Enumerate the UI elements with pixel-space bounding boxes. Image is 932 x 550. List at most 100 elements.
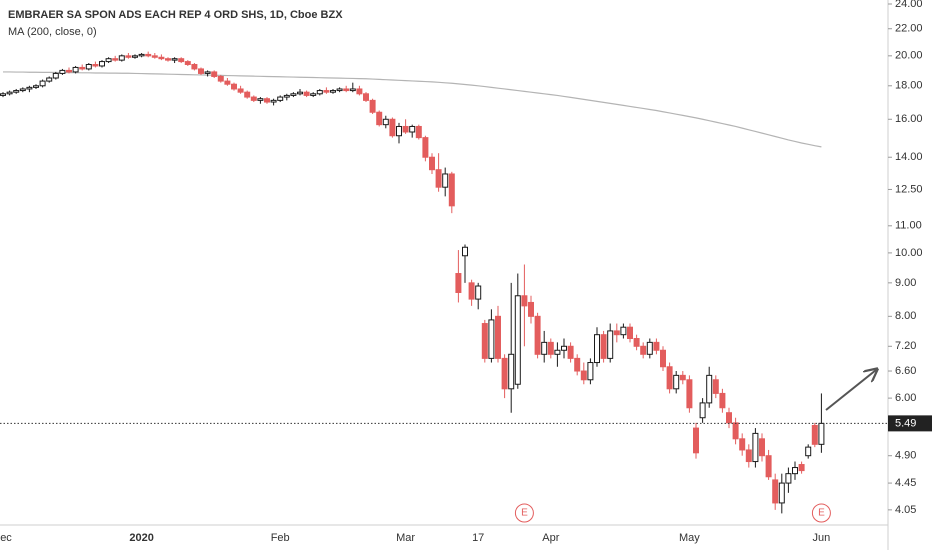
candle-body [72, 66, 79, 73]
candle-body [369, 99, 376, 113]
earnings-label: E [818, 508, 825, 519]
candle-body [92, 63, 99, 67]
candle-body [343, 88, 350, 92]
candle-body [640, 345, 647, 355]
candle-body [765, 455, 772, 478]
candle-body [349, 88, 356, 92]
candle-body [785, 473, 792, 484]
candle-body [363, 93, 369, 101]
y-tick-label: 18.00 [895, 80, 923, 92]
candle-body [514, 295, 521, 385]
candle-body [59, 69, 66, 74]
candle-body [699, 402, 706, 419]
candle-body [184, 61, 191, 65]
candle-body [495, 315, 501, 359]
candle-body [6, 91, 13, 95]
candle-body [389, 118, 396, 137]
candle-body [310, 93, 317, 96]
candle-body [316, 90, 323, 95]
candle-body [39, 80, 46, 87]
candle-body [429, 156, 435, 171]
candle-body [462, 246, 468, 257]
candle-body [356, 88, 363, 95]
candle-body [759, 438, 765, 457]
y-tick-label: 11.00 [895, 220, 922, 232]
candle-body [561, 345, 567, 351]
candle-body [587, 362, 594, 381]
candle-body [646, 341, 653, 355]
candle-body [217, 75, 224, 82]
candle-body [534, 315, 541, 355]
y-tick-label: 22.00 [895, 23, 923, 35]
candle-body [706, 374, 713, 404]
candle-body [336, 88, 343, 92]
x-tick-label: 17 [472, 532, 484, 544]
x-tick-label: Apr [542, 532, 559, 544]
candle-body [376, 111, 383, 126]
candle-body [19, 88, 26, 92]
candle-body [673, 374, 680, 390]
candle-body [811, 424, 818, 445]
candle-body [191, 63, 198, 70]
candle-body [396, 125, 402, 137]
candle-body [778, 482, 785, 504]
candle-body [693, 427, 699, 454]
candle-body [580, 370, 587, 381]
candle-body [745, 449, 752, 463]
candle-body [508, 353, 515, 390]
candle-body [66, 69, 72, 73]
candle-body [600, 334, 607, 359]
y-tick-label: 4.05 [895, 504, 916, 516]
earnings-marker [811, 503, 831, 523]
indicator-label: MA (200, close, 0) [8, 26, 97, 38]
candle-body [382, 118, 389, 126]
candle-body [237, 88, 244, 93]
candle-body [726, 412, 732, 424]
y-tick-label: 14.00 [895, 151, 923, 163]
candle-body [178, 58, 185, 63]
y-tick-label: 7.20 [895, 340, 916, 352]
candle-body [277, 96, 284, 101]
candle-body [125, 55, 132, 58]
candle-body [686, 379, 693, 409]
candle-body [712, 379, 719, 394]
candle-body [118, 55, 125, 61]
candle-body [805, 446, 812, 457]
candle-body [468, 282, 475, 300]
candle-body [442, 173, 449, 188]
candle-body [719, 392, 726, 409]
candle-body [52, 72, 59, 79]
candle-body [297, 91, 303, 95]
candle-body [422, 137, 429, 158]
candle-body [85, 63, 92, 70]
candle-body [26, 86, 33, 90]
last-price-label: 5.49 [895, 417, 916, 429]
x-tick-label: Mar [396, 532, 415, 544]
candle-body [528, 301, 534, 317]
candle-body [554, 349, 561, 355]
candle-body [679, 374, 686, 381]
candle-body [198, 68, 204, 74]
candle-body [224, 80, 231, 85]
candle-body [330, 90, 336, 93]
candle-body [620, 326, 627, 336]
candle-body [323, 90, 330, 93]
candle-body [607, 330, 614, 359]
y-tick-label: 4.45 [895, 477, 916, 489]
candle-body [132, 55, 138, 58]
y-tick-label: 9.00 [895, 277, 916, 289]
candle-body [547, 341, 554, 355]
candle-body [798, 464, 805, 472]
ma-line [3, 71, 822, 148]
candle-body [270, 99, 277, 103]
y-tick-label: 6.60 [895, 365, 916, 377]
candle-body [112, 58, 119, 61]
candle-body [257, 98, 264, 101]
earnings-marker [514, 503, 534, 523]
candle-body [448, 173, 455, 207]
candle-body [752, 432, 759, 463]
candle-body [792, 467, 798, 475]
candle-body [574, 357, 581, 372]
candle-body [633, 337, 640, 347]
